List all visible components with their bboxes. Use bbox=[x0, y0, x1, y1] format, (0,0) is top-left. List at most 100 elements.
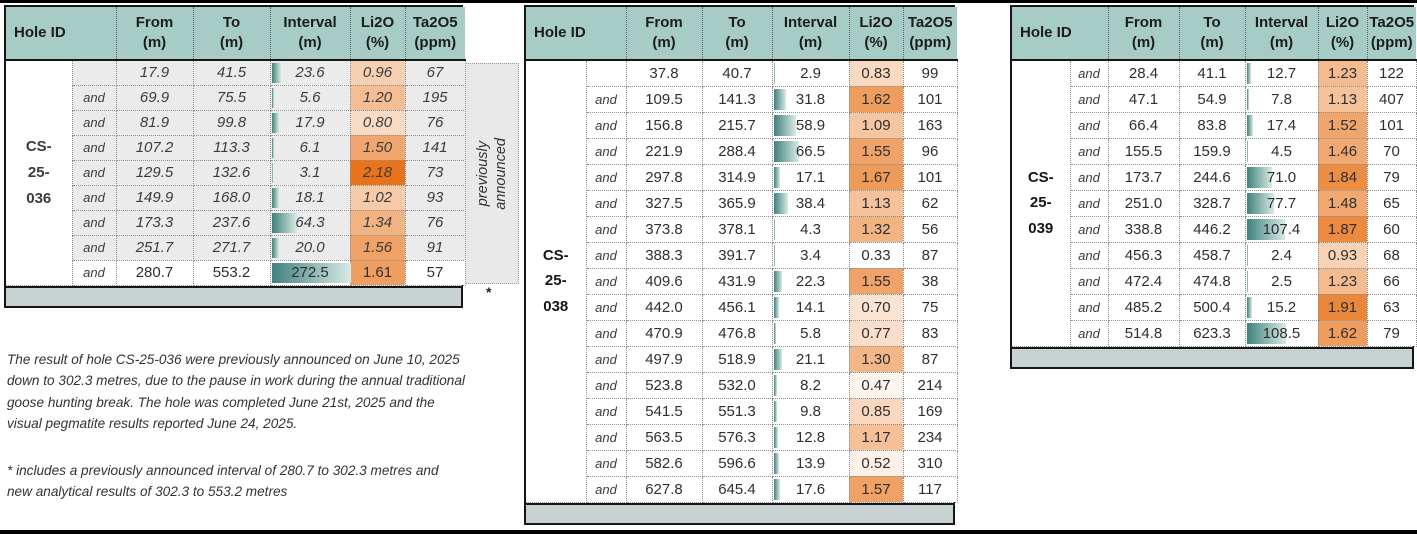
interval-cell: 21.1 bbox=[771, 345, 850, 373]
to-cell: 431.9 bbox=[701, 267, 773, 295]
assay-table-CS-25-038: Hole ID From (m) To (m) Interval (m) Li2O (%) Ta2… bbox=[524, 5, 958, 525]
assay-row: and 338.8 446.2 107.4 1.87 60 bbox=[1012, 215, 1417, 243]
assay-row: and 109.5 141.3 31.8 1.62 101 bbox=[526, 85, 958, 113]
interval-data-bar bbox=[773, 140, 799, 162]
interval-cell: 2.5 bbox=[1244, 267, 1319, 295]
from-cell: 129.5 bbox=[115, 159, 194, 186]
interval-cell: 6.1 bbox=[269, 134, 351, 161]
assay-row: and 409.6 431.9 22.3 1.55 38 bbox=[526, 267, 958, 295]
interval-value: 5.8 bbox=[800, 324, 821, 342]
ta2o5-cell: 68 bbox=[1366, 241, 1417, 269]
li2o-cell: 1.48 bbox=[1317, 189, 1368, 217]
from-cell: 442.0 bbox=[625, 293, 703, 321]
to-cell: 141.3 bbox=[701, 85, 773, 113]
assay-row: and 81.9 99.8 17.9 0.80 76 bbox=[6, 109, 466, 136]
qualifier-cell: and bbox=[71, 84, 117, 111]
from-cell: 28.4 bbox=[1107, 59, 1180, 87]
to-cell: 83.8 bbox=[1178, 111, 1246, 139]
interval-value: 2.4 bbox=[1271, 246, 1292, 264]
to-cell: 314.9 bbox=[701, 163, 773, 191]
to-cell: 159.9 bbox=[1178, 137, 1246, 165]
interval-value: 58.9 bbox=[795, 116, 826, 134]
col-header-from: From (m) bbox=[115, 7, 193, 61]
li2o-cell: 1.02 bbox=[349, 184, 406, 211]
ta2o5-cell: 73 bbox=[404, 159, 466, 186]
li2o-cell: 1.84 bbox=[1317, 163, 1368, 191]
from-cell: 472.4 bbox=[1107, 267, 1180, 295]
qualifier-cell: and bbox=[585, 345, 627, 373]
interval-data-bar bbox=[773, 322, 776, 344]
interval-value: 4.5 bbox=[1271, 142, 1292, 160]
interval-data-bar bbox=[271, 212, 297, 233]
col-header-li2o: Li2O (%) bbox=[848, 7, 903, 61]
qualifier-cell: and bbox=[71, 159, 117, 186]
from-cell: 173.3 bbox=[115, 209, 194, 236]
interval-data-bar bbox=[1246, 218, 1286, 240]
hole-id-cell: CS- 25- 039 bbox=[1012, 59, 1071, 347]
interval-cell: 38.4 bbox=[771, 189, 850, 217]
assay-row: and 523.8 532.0 8.2 0.47 214 bbox=[526, 371, 958, 399]
interval-data-bar bbox=[1246, 114, 1253, 136]
interval-cell: 3.1 bbox=[269, 159, 351, 186]
interval-data-bar bbox=[773, 296, 779, 318]
from-cell: 251.7 bbox=[115, 234, 194, 261]
interval-data-bar bbox=[773, 270, 782, 292]
from-cell: 514.8 bbox=[1107, 319, 1180, 347]
from-cell: 66.4 bbox=[1107, 111, 1180, 139]
ta2o5-cell: 122 bbox=[1366, 59, 1417, 87]
qualifier-cell: and bbox=[585, 241, 627, 269]
assay-row: and 485.2 500.4 15.2 1.91 63 bbox=[1012, 293, 1417, 321]
interval-value: 64.3 bbox=[295, 214, 325, 231]
footnote-asterisk-definition: * includes a previously announced interv… bbox=[7, 462, 439, 500]
interval-cell: 107.4 bbox=[1244, 215, 1319, 243]
interval-cell: 8.2 bbox=[771, 371, 850, 399]
col-header-to: To (m) bbox=[1178, 7, 1245, 61]
to-cell: 474.8 bbox=[1178, 267, 1246, 295]
interval-cell: 77.7 bbox=[1244, 189, 1319, 217]
assay-row: and 297.8 314.9 17.1 1.67 101 bbox=[526, 163, 958, 191]
interval-data-bar bbox=[1246, 88, 1250, 110]
assay-row: and 388.3 391.7 3.4 0.33 87 bbox=[526, 241, 958, 269]
assay-row: and 155.5 159.9 4.5 1.46 70 bbox=[1012, 137, 1417, 165]
table-footer-band bbox=[1012, 346, 1412, 367]
from-cell: 582.6 bbox=[625, 449, 703, 477]
li2o-cell: 1.57 bbox=[848, 475, 904, 503]
li2o-cell: 1.50 bbox=[349, 134, 406, 161]
col-header-hole-id: Hole ID bbox=[1012, 7, 1108, 61]
interval-value: 22.3 bbox=[795, 272, 826, 290]
interval-cell: 17.4 bbox=[1244, 111, 1319, 139]
col-header-hole-id: Hole ID bbox=[526, 7, 626, 61]
previously-announced-word-2: announced bbox=[493, 137, 509, 210]
to-cell: 99.8 bbox=[192, 109, 271, 136]
ta2o5-cell: 57 bbox=[404, 259, 466, 286]
ta2o5-cell: 87 bbox=[902, 345, 958, 373]
li2o-cell: 1.46 bbox=[1317, 137, 1368, 165]
interval-cell: 7.8 bbox=[1244, 85, 1319, 113]
from-cell: 297.8 bbox=[625, 163, 703, 191]
interval-value: 6.1 bbox=[299, 139, 321, 156]
assay-row: and 107.2 113.3 6.1 1.50 141 bbox=[6, 134, 466, 161]
li2o-cell: 1.87 bbox=[1317, 215, 1368, 243]
from-cell: 497.9 bbox=[625, 345, 703, 373]
assay-row: and 173.3 237.6 64.3 1.34 76 bbox=[6, 209, 466, 236]
interval-data-bar bbox=[271, 262, 351, 283]
to-cell: 576.3 bbox=[701, 423, 773, 451]
qualifier-cell: and bbox=[585, 189, 627, 217]
ta2o5-cell: 117 bbox=[902, 475, 958, 503]
to-cell: 244.6 bbox=[1178, 163, 1246, 191]
qualifier-cell: and bbox=[1069, 241, 1109, 269]
interval-value: 107.4 bbox=[1262, 220, 1301, 238]
assay-row: and 173.7 244.6 71.0 1.84 79 bbox=[1012, 163, 1417, 191]
to-cell: 113.3 bbox=[192, 134, 271, 161]
interval-value: 4.3 bbox=[800, 220, 821, 238]
ta2o5-cell: 163 bbox=[902, 111, 958, 139]
li2o-cell: 0.33 bbox=[848, 241, 904, 269]
qualifier-cell: and bbox=[71, 259, 117, 286]
ta2o5-cell: 76 bbox=[404, 209, 466, 236]
assay-row: and 69.9 75.5 5.6 1.20 195 bbox=[6, 84, 466, 111]
qualifier-cell: and bbox=[1069, 85, 1109, 113]
ta2o5-cell: 79 bbox=[1366, 319, 1417, 347]
from-cell: 280.7 bbox=[115, 259, 194, 286]
qualifier-cell: and bbox=[585, 293, 627, 321]
to-cell: 532.0 bbox=[701, 371, 773, 399]
